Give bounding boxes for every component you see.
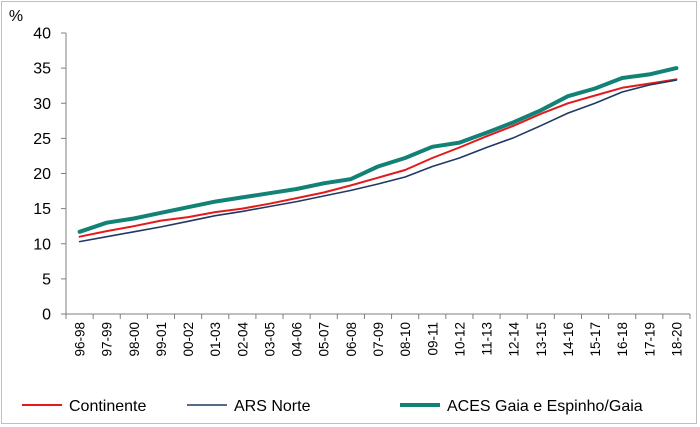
- x-tick-label: 08-10: [398, 322, 413, 357]
- x-tick-label: 17-19: [642, 322, 657, 357]
- y-tick-label: 20: [33, 166, 51, 183]
- x-tick-label: 06-08: [344, 322, 359, 357]
- x-tick-label: 14-16: [561, 322, 576, 357]
- x-tick-label: 99-01: [154, 322, 169, 357]
- x-tick-label: 09-11: [425, 322, 440, 356]
- x-tick-label: 04-06: [290, 322, 305, 357]
- x-tick-label: 16-18: [615, 322, 630, 357]
- x-tick-label: 03-05: [262, 322, 277, 357]
- legend-label: ACES Gaia e Espinho/Gaia: [447, 398, 643, 415]
- legend-label: Continente: [69, 398, 146, 415]
- y-tick-label: 5: [42, 271, 51, 288]
- y-tick-label: 35: [33, 61, 51, 78]
- x-tick-label: 05-07: [317, 322, 332, 357]
- y-tick-label: 0: [42, 307, 51, 324]
- y-tick-label: 10: [33, 236, 51, 253]
- series-line: [78, 78, 678, 238]
- x-tick-label: 98-00: [127, 322, 142, 357]
- x-tick-label: 96-98: [73, 322, 88, 357]
- x-tick-label: 18-20: [669, 322, 684, 357]
- y-axis-label: %: [9, 8, 23, 25]
- y-tick-label: 40: [33, 26, 51, 43]
- x-tick-label: 07-09: [371, 322, 386, 357]
- x-tick-label: 11-13: [480, 322, 495, 356]
- x-tick-label: 02-04: [235, 322, 250, 357]
- x-axis: 96-98 97-99 98-00 99-01 00-02 01-03 02-04 03-05…: [65, 313, 691, 357]
- x-tick-label: 12-14: [507, 322, 522, 357]
- legend-label: ARS Norte: [234, 398, 311, 415]
- y-axis: 0 5 10 15 20 25 30 35 40: [33, 26, 67, 324]
- x-tick-label: 10-12: [452, 322, 467, 357]
- x-tick-label: 13-15: [534, 322, 549, 357]
- x-tick-label: 15-17: [588, 322, 603, 357]
- y-tick-label: 25: [33, 131, 51, 148]
- x-tick-label: 01-03: [208, 322, 223, 357]
- x-tick-label: 97-99: [100, 322, 115, 357]
- x-tick-label: 00-02: [181, 322, 196, 357]
- series-line: [77, 66, 679, 234]
- series-line: [78, 79, 678, 243]
- y-tick-label: 30: [33, 96, 51, 113]
- y-tick-label: 15: [33, 201, 51, 218]
- legend: Continente ARS Norte ACES Gaia e Espinho/G…: [22, 398, 643, 415]
- series-layer: [77, 66, 679, 243]
